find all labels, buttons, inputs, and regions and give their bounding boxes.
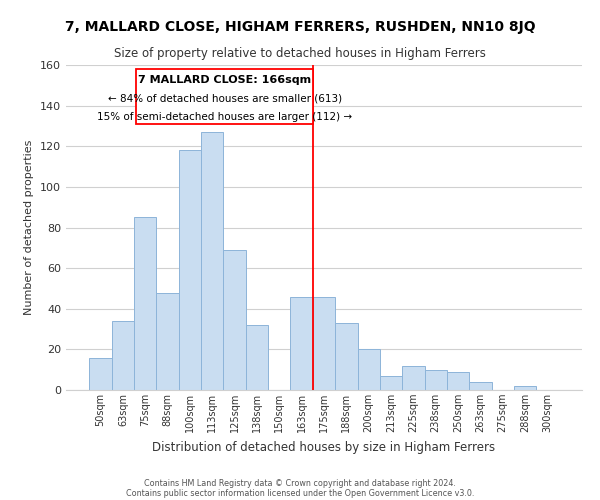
- Text: Contains HM Land Registry data © Crown copyright and database right 2024.: Contains HM Land Registry data © Crown c…: [144, 478, 456, 488]
- Bar: [402, 366, 425, 390]
- Bar: [134, 218, 157, 390]
- Text: Size of property relative to detached houses in Higham Ferrers: Size of property relative to detached ho…: [114, 48, 486, 60]
- Bar: [425, 370, 447, 390]
- Text: ← 84% of detached houses are smaller (613): ← 84% of detached houses are smaller (61…: [107, 94, 341, 104]
- Text: 7 MALLARD CLOSE: 166sqm: 7 MALLARD CLOSE: 166sqm: [138, 75, 311, 85]
- Bar: [112, 321, 134, 390]
- Bar: [246, 325, 268, 390]
- Y-axis label: Number of detached properties: Number of detached properties: [25, 140, 34, 315]
- Bar: [201, 132, 223, 390]
- Bar: [157, 292, 179, 390]
- Bar: [335, 323, 358, 390]
- Bar: [447, 372, 469, 390]
- Bar: [514, 386, 536, 390]
- FancyBboxPatch shape: [136, 69, 313, 124]
- Text: Contains public sector information licensed under the Open Government Licence v3: Contains public sector information licen…: [126, 488, 474, 498]
- X-axis label: Distribution of detached houses by size in Higham Ferrers: Distribution of detached houses by size …: [152, 440, 496, 454]
- Bar: [89, 358, 112, 390]
- Bar: [223, 250, 246, 390]
- Bar: [380, 376, 402, 390]
- Bar: [469, 382, 491, 390]
- Text: 15% of semi-detached houses are larger (112) →: 15% of semi-detached houses are larger (…: [97, 112, 352, 122]
- Bar: [358, 350, 380, 390]
- Bar: [179, 150, 201, 390]
- Bar: [290, 296, 313, 390]
- Bar: [313, 296, 335, 390]
- Text: 7, MALLARD CLOSE, HIGHAM FERRERS, RUSHDEN, NN10 8JQ: 7, MALLARD CLOSE, HIGHAM FERRERS, RUSHDE…: [65, 20, 535, 34]
